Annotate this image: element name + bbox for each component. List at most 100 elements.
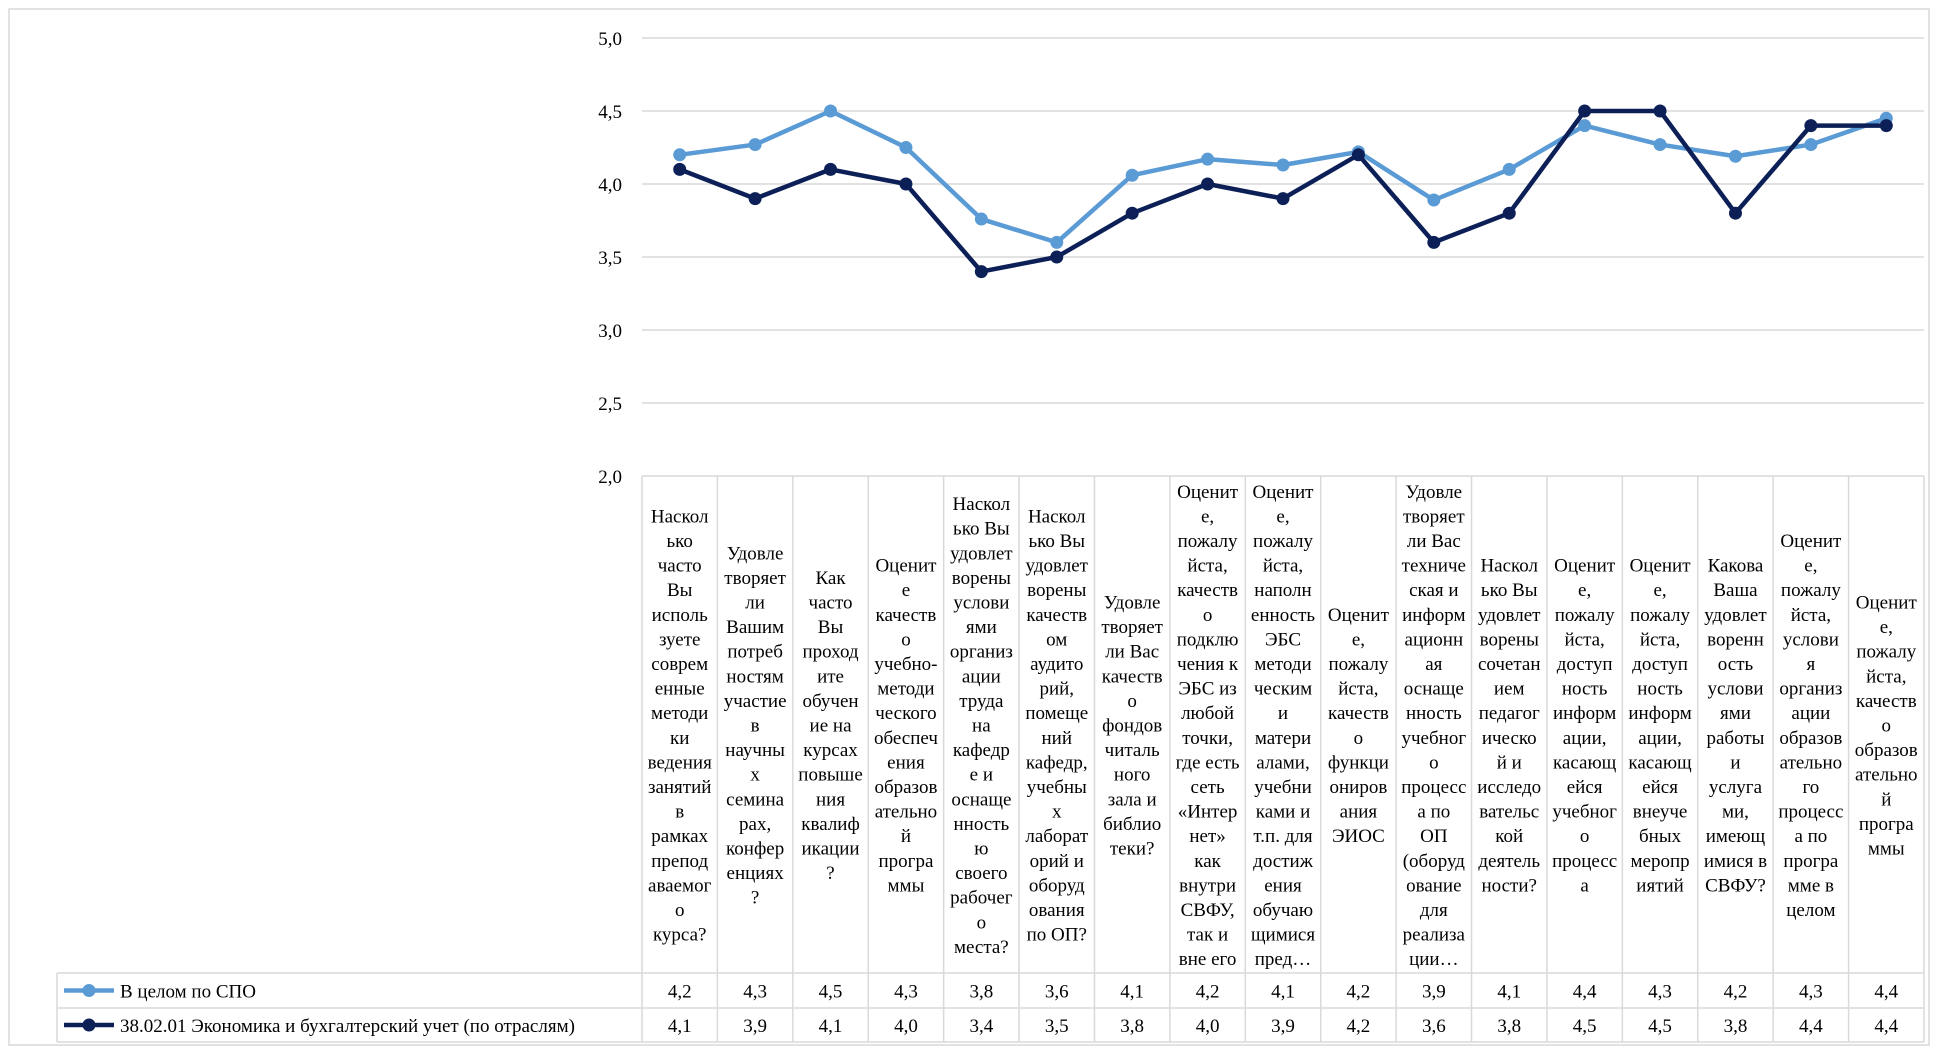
data-point	[1578, 119, 1592, 133]
data-point	[1728, 149, 1742, 163]
data-point	[1578, 104, 1592, 118]
category-label: Оценит е, пожалу йста, качеств о подклю чения к…	[1176, 482, 1240, 970]
category-label: Какова Ваша удовлет воренн ость услови ями рабо…	[1704, 556, 1768, 897]
data-point	[1351, 148, 1365, 162]
data-point	[824, 162, 838, 176]
data-point	[1804, 138, 1818, 152]
data-label: 4,0	[1196, 1016, 1220, 1037]
category-label: Удовле творяет ли Вас техниче ская и информ ац…	[1401, 482, 1466, 970]
data-label: 4,0	[894, 1016, 918, 1037]
data-label: 4,1	[1271, 982, 1295, 1003]
category-label: Оценит е, пожалу йста, качеств о функци ониров а…	[1328, 605, 1390, 847]
y-tick-label: 2,0	[598, 467, 622, 488]
data-label: 3,8	[1724, 1016, 1748, 1037]
legend-entry: 38.02.01 Экономика и бухгалтерский учет …	[120, 1016, 575, 1037]
data-point	[1879, 119, 1893, 133]
data-point	[1653, 104, 1667, 118]
data-point	[1804, 119, 1818, 133]
legend-key-marker	[82, 1018, 96, 1032]
data-label: 4,2	[668, 982, 692, 1003]
data-label: 4,5	[1573, 1016, 1597, 1037]
data-label: 3,8	[1497, 1016, 1521, 1037]
category-label: Наскол ько часто Вы исполь зуете соврем енные ме…	[648, 506, 712, 945]
series-lines	[673, 104, 1893, 279]
y-axis: 2,0 2,5 3,0 3,5 4,0 4,5 5,0	[598, 29, 622, 488]
data-point	[899, 141, 913, 154]
category-label: Наскол ько Вы удовлет ворены качеств ом аудито…	[1025, 506, 1089, 945]
data-point	[974, 212, 988, 226]
data-point	[824, 104, 838, 118]
data-label: 4,4	[1874, 1016, 1898, 1037]
data-point	[1276, 158, 1290, 172]
data-point	[1728, 206, 1742, 220]
data-label: 4,3	[1648, 982, 1672, 1003]
category-label: Оценит е, пожалу йста, услови я организ ации обр…	[1778, 531, 1843, 921]
category-label: Наскол ько Вы удовлет ворены услови ями органи…	[950, 494, 1013, 958]
gridlines	[642, 37, 1924, 404]
data-label: 4,3	[1799, 982, 1823, 1003]
data-label: 4,4	[1799, 1016, 1823, 1037]
y-tick-label: 3,0	[598, 321, 622, 342]
data-point	[1427, 193, 1441, 207]
data-label: 4,5	[1648, 1016, 1672, 1037]
data-table: Наскол ько часто Вы исполь зуете соврем енные ме…	[56, 475, 1925, 1043]
data-point	[1125, 168, 1139, 182]
category-label: Удовле творяет ли Вашим потреб ностям участие в…	[724, 543, 787, 908]
legend-entry: В целом по СПО	[120, 982, 256, 1003]
data-point	[899, 177, 913, 191]
data-point	[1276, 192, 1290, 206]
data-point	[1050, 250, 1064, 264]
y-tick-label: 5,0	[598, 29, 622, 50]
data-label: 4,4	[1573, 982, 1597, 1003]
data-point	[748, 192, 762, 206]
data-label: 4,2	[1347, 1016, 1371, 1037]
data-label: 3,8	[969, 982, 993, 1003]
y-tick-label: 2,5	[598, 394, 622, 415]
data-point	[673, 162, 687, 176]
data-label: 3,9	[1422, 982, 1446, 1003]
data-label: 3,5	[1045, 1016, 1069, 1037]
data-label: 3,6	[1045, 982, 1069, 1003]
legend-key-marker	[82, 984, 96, 997]
data-point	[1201, 177, 1215, 191]
data-label: 4,2	[1347, 982, 1371, 1003]
category-label: Оценит е качеств о учебно-методи ческого обесп…	[874, 556, 938, 897]
data-label: 4,2	[1724, 982, 1748, 1003]
data-label: 4,3	[894, 982, 918, 1003]
category-label: Оценит е, пожалу йста, наполн енность ЭБС метод…	[1251, 482, 1315, 970]
data-label: 3,6	[1422, 1016, 1446, 1037]
data-point	[748, 138, 762, 152]
data-label: 4,1	[1120, 982, 1144, 1003]
data-label: 4,1	[668, 1016, 692, 1037]
data-point	[673, 148, 687, 162]
data-label: 3,9	[1271, 1016, 1295, 1037]
data-point	[1201, 152, 1215, 166]
data-label: 4,5	[819, 982, 843, 1003]
data-point	[1050, 235, 1064, 249]
data-label: 3,9	[743, 1016, 767, 1037]
data-label: 4,3	[743, 982, 767, 1003]
data-label: 4,4	[1874, 982, 1898, 1003]
data-label: 3,4	[969, 1016, 993, 1037]
chart-frame	[8, 8, 1930, 1046]
category-label: Наскол ько Вы удовлет ворены сочетан ием педаг…	[1477, 556, 1541, 897]
data-point	[1502, 162, 1516, 176]
category-label: Оценит е, пожалу йста, качеств о образов ательн…	[1855, 593, 1918, 860]
data-label: 4,2	[1196, 982, 1220, 1003]
category-label: Удовле творяет ли Вас качеств о фондов читаль н…	[1101, 593, 1163, 860]
data-point	[1427, 235, 1441, 249]
category-label: Как часто Вы проход ите обучен ие на курсах повы…	[798, 568, 862, 884]
data-label: 4,1	[1497, 982, 1521, 1003]
data-point	[1653, 138, 1667, 152]
data-point	[974, 265, 988, 279]
y-tick-label: 4,5	[598, 102, 622, 123]
data-point	[1125, 206, 1139, 220]
y-tick-label: 4,0	[598, 175, 622, 196]
data-point	[1502, 206, 1516, 220]
data-label: 4,1	[819, 1016, 843, 1037]
y-tick-label: 3,5	[598, 248, 622, 269]
category-label: Оценит е, пожалу йста, доступ ность информ ации…	[1628, 556, 1692, 897]
data-label: 3,8	[1120, 1016, 1144, 1037]
